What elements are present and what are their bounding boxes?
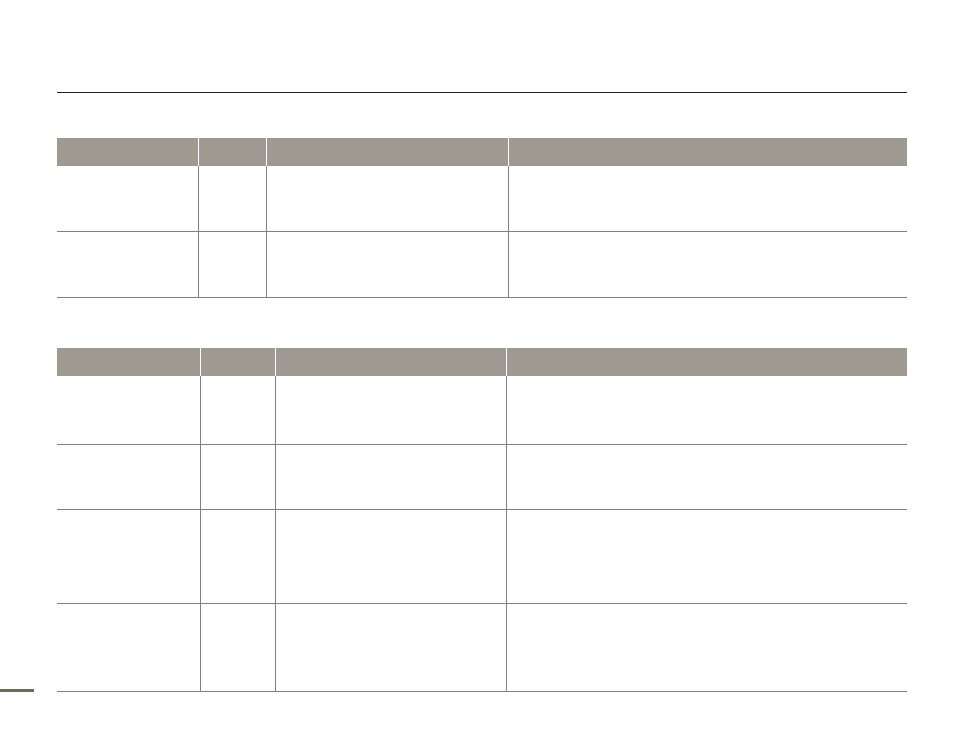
top-rule xyxy=(57,92,907,93)
table-2 xyxy=(57,348,907,692)
table-row xyxy=(57,510,907,604)
table-cell xyxy=(506,510,907,518)
table-cell xyxy=(200,376,275,384)
table-cell xyxy=(57,232,198,240)
header-cell xyxy=(276,348,506,376)
column-divider xyxy=(200,376,201,692)
table-cell xyxy=(275,510,506,518)
table-cell xyxy=(57,376,200,384)
table-cell xyxy=(198,232,266,240)
table-cell xyxy=(275,604,506,612)
table-1 xyxy=(57,138,907,298)
table-cell xyxy=(57,445,200,453)
table-row xyxy=(57,604,907,692)
table-cell xyxy=(57,166,198,174)
table-cell xyxy=(198,166,266,174)
header-cell xyxy=(201,348,275,376)
table-cell xyxy=(200,510,275,518)
table-cell xyxy=(275,445,506,453)
column-divider xyxy=(275,376,276,692)
table-cell xyxy=(57,510,200,518)
table-row xyxy=(57,232,907,298)
table-row xyxy=(57,166,907,232)
column-divider xyxy=(508,166,509,298)
table-header xyxy=(57,138,907,166)
header-cell xyxy=(57,138,198,166)
table-row xyxy=(57,376,907,445)
table-cell xyxy=(266,232,508,240)
table-cell xyxy=(506,376,907,384)
header-cell xyxy=(507,348,907,376)
table-cell xyxy=(506,604,907,612)
table-cell xyxy=(200,604,275,612)
header-cell xyxy=(267,138,508,166)
header-cell xyxy=(199,138,266,166)
table-header xyxy=(57,348,907,376)
table-cell xyxy=(508,166,907,174)
page-marker xyxy=(0,689,34,692)
table-cell xyxy=(508,232,907,240)
header-cell xyxy=(57,348,200,376)
table-cell xyxy=(266,166,508,174)
column-divider xyxy=(266,166,267,298)
column-divider xyxy=(198,166,199,298)
table-cell xyxy=(275,376,506,384)
table-row xyxy=(57,445,907,510)
column-divider xyxy=(506,376,507,692)
header-cell xyxy=(509,138,907,166)
table-cell xyxy=(200,445,275,453)
table-cell xyxy=(57,604,200,612)
table-cell xyxy=(506,445,907,453)
